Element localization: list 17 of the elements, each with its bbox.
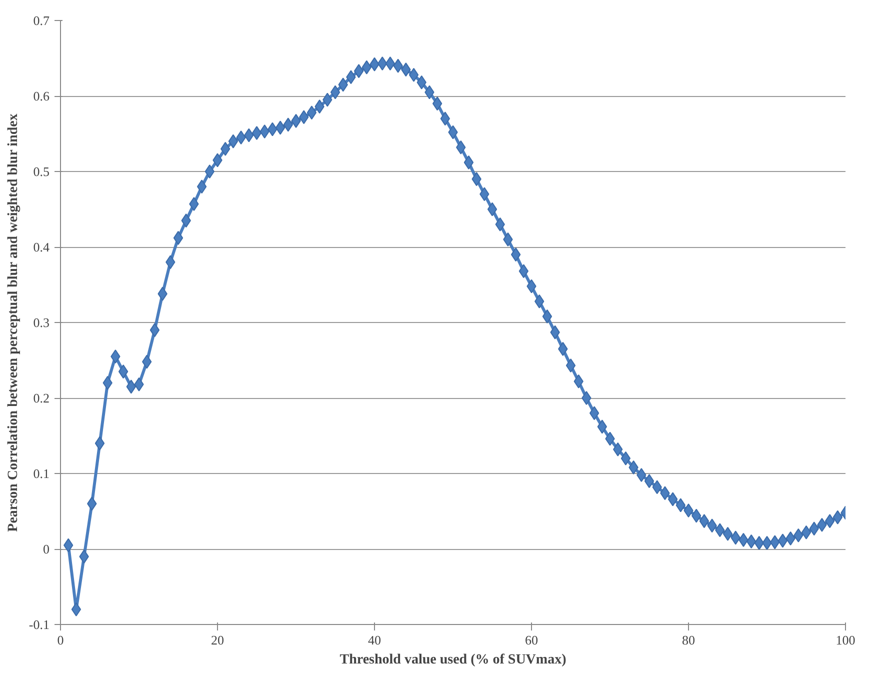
y-tick-label: 0.4 [33, 240, 50, 254]
x-axis-title: Threshold value used (% of SUVmax) [340, 652, 567, 668]
y-tick-label: 0.2 [33, 390, 50, 406]
y-tick-label: 0.1 [33, 466, 50, 481]
y-tick-label: 0.5 [33, 164, 50, 179]
y-axis-title: Pearson Correlation between perceptual blur and weighted blur index [6, 114, 21, 532]
y-tick-label: 0.6 [33, 88, 50, 104]
y-tick-label: 0.7 [33, 13, 50, 28]
x-tick-label: 60 [525, 632, 538, 648]
x-tick-label: 20 [211, 632, 224, 648]
x-tick-label: 80 [682, 632, 695, 648]
y-tick-label: -0.1 [28, 617, 50, 632]
y-tick-label: 0 [43, 542, 50, 556]
x-tick-label: 0 [57, 632, 64, 648]
x-tick-label: 100 [836, 632, 856, 648]
y-tick-label: 0.3 [33, 315, 50, 330]
x-tick-label: 40 [368, 632, 381, 648]
